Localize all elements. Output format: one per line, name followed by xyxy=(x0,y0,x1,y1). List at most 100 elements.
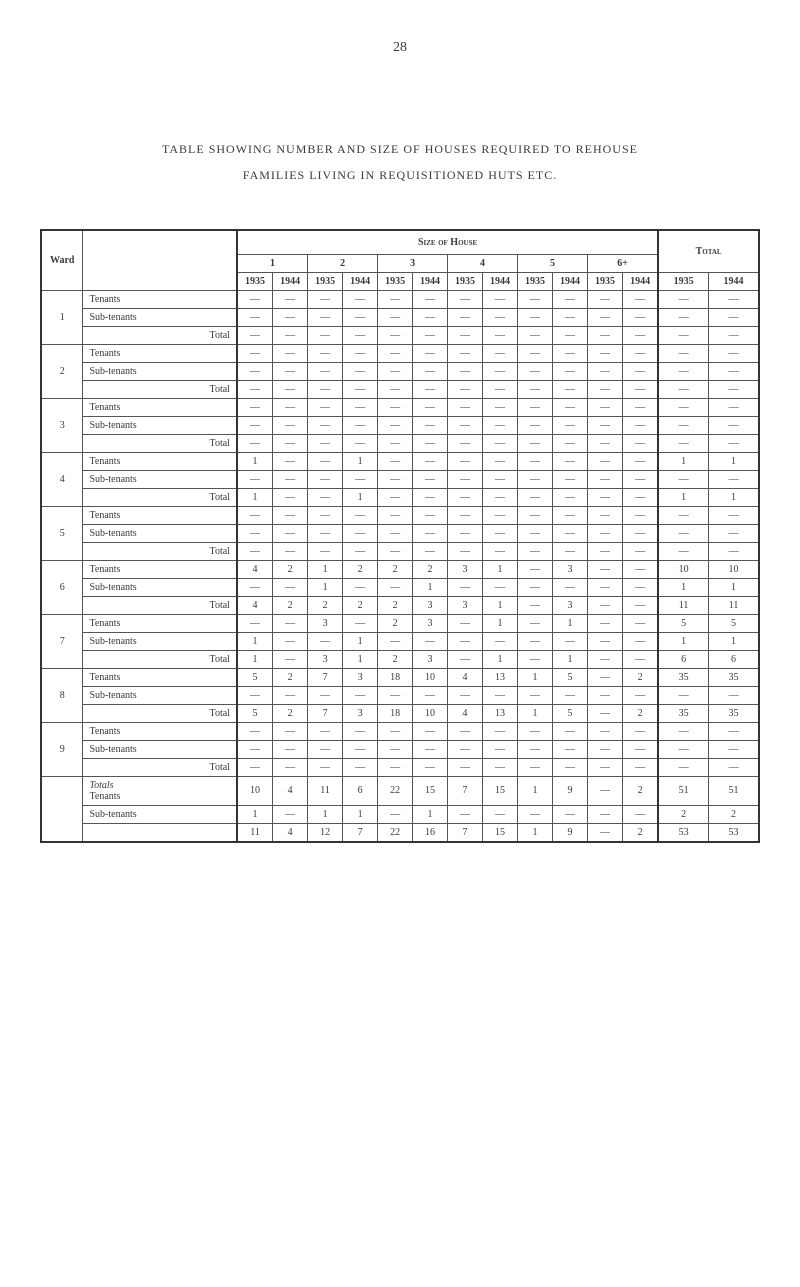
table-cell: — xyxy=(448,398,483,416)
table-cell: — xyxy=(378,488,413,506)
table-cell: 4 xyxy=(237,596,273,614)
table-cell: 1 xyxy=(308,805,343,823)
title-line-2: FAMILIES LIVING IN REQUISITIONED HUTS ET… xyxy=(40,162,760,188)
table-cell: — xyxy=(587,326,622,344)
table-cell: 1 xyxy=(483,614,518,632)
table-cell: 3 xyxy=(413,650,448,668)
table-cell: — xyxy=(273,362,308,380)
table-cell: — xyxy=(518,740,553,758)
table-cell: Tenants xyxy=(83,290,237,308)
table-cell: 2 xyxy=(622,704,658,722)
table-cell: — xyxy=(378,308,413,326)
table-cell: — xyxy=(343,470,378,488)
table-cell: — xyxy=(622,650,658,668)
table-cell: 1 xyxy=(658,452,708,470)
table-cell: — xyxy=(378,632,413,650)
table-cell: — xyxy=(622,578,658,596)
table-cell: — xyxy=(448,686,483,704)
table-cell: — xyxy=(448,452,483,470)
table-cell: — xyxy=(378,326,413,344)
table-cell: Tenants xyxy=(83,560,237,578)
table-header xyxy=(83,230,237,291)
table-cell: — xyxy=(273,722,308,740)
table-cell: — xyxy=(587,452,622,470)
table-cell: 10 xyxy=(413,668,448,686)
table-cell: 18 xyxy=(378,668,413,686)
table-cell: 2 xyxy=(378,650,413,668)
table-cell: — xyxy=(709,362,759,380)
table-cell: — xyxy=(483,686,518,704)
table-cell: 35 xyxy=(658,704,708,722)
table-header: 1944 xyxy=(553,272,588,290)
table-cell: — xyxy=(273,632,308,650)
table-cell: — xyxy=(709,434,759,452)
table-cell: — xyxy=(658,398,708,416)
table-cell: — xyxy=(273,452,308,470)
table-cell: — xyxy=(483,632,518,650)
table-cell: 10 xyxy=(237,776,273,805)
table-cell: 1 xyxy=(308,560,343,578)
table-cell: — xyxy=(413,362,448,380)
table-cell: — xyxy=(553,506,588,524)
table-header: 1935 xyxy=(658,272,708,290)
table-cell: 1 xyxy=(237,805,273,823)
table-cell: 35 xyxy=(709,668,759,686)
table-cell: 1 xyxy=(237,452,273,470)
table-cell: — xyxy=(587,578,622,596)
table-cell: — xyxy=(343,308,378,326)
table-cell: 6 xyxy=(709,650,759,668)
table-cell: 5 xyxy=(237,668,273,686)
table-cell: — xyxy=(237,740,273,758)
table-cell: 2 xyxy=(378,560,413,578)
table-cell: — xyxy=(622,805,658,823)
table-cell: — xyxy=(308,344,343,362)
table-cell: — xyxy=(343,542,378,560)
table-cell: — xyxy=(237,614,273,632)
table-cell: 3 xyxy=(553,560,588,578)
table-cell: — xyxy=(587,596,622,614)
table-cell: — xyxy=(308,308,343,326)
table-cell: — xyxy=(413,758,448,776)
table-cell: — xyxy=(622,614,658,632)
table-cell: 1 xyxy=(483,596,518,614)
table-header: 3 xyxy=(378,254,448,272)
table-cell: 1 xyxy=(343,488,378,506)
table-cell: — xyxy=(343,344,378,362)
table-cell: — xyxy=(483,722,518,740)
table-cell: — xyxy=(343,398,378,416)
title-line-1: TABLE SHOWING NUMBER AND SIZE OF HOUSES … xyxy=(40,136,760,162)
table-cell: — xyxy=(553,398,588,416)
table-cell: — xyxy=(308,542,343,560)
table-cell: — xyxy=(622,542,658,560)
table-cell: — xyxy=(587,542,622,560)
table-cell: — xyxy=(448,722,483,740)
table-cell: 18 xyxy=(378,704,413,722)
table-cell: — xyxy=(413,686,448,704)
table-cell: — xyxy=(378,470,413,488)
table-cell: — xyxy=(709,290,759,308)
table-cell: — xyxy=(273,650,308,668)
table-cell: — xyxy=(308,416,343,434)
table-cell: — xyxy=(483,542,518,560)
table-cell: 1 xyxy=(658,578,708,596)
table-cell: — xyxy=(308,434,343,452)
table-cell: 7 xyxy=(41,614,83,668)
table-cell: 2 xyxy=(622,776,658,805)
table-cell: — xyxy=(343,758,378,776)
table-cell: — xyxy=(308,326,343,344)
table-cell: — xyxy=(518,560,553,578)
table-cell: 5 xyxy=(237,704,273,722)
table-cell: 5 xyxy=(553,668,588,686)
table-cell: — xyxy=(483,434,518,452)
table-cell: — xyxy=(378,542,413,560)
table-cell: — xyxy=(518,596,553,614)
table-cell: — xyxy=(658,326,708,344)
table-cell: — xyxy=(378,740,413,758)
table-cell: — xyxy=(518,722,553,740)
table-cell: — xyxy=(483,362,518,380)
table-cell: — xyxy=(658,686,708,704)
table-cell: 53 xyxy=(658,823,708,842)
table-header: 1944 xyxy=(483,272,518,290)
table-cell: 2 xyxy=(41,344,83,398)
table-cell: — xyxy=(658,542,708,560)
